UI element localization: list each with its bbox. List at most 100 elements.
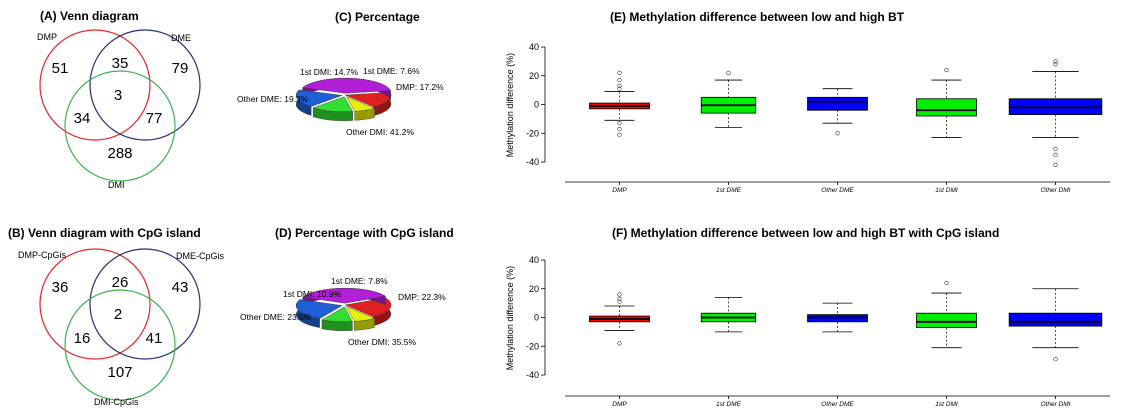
outlier-point	[835, 131, 840, 136]
outlier-point	[1053, 59, 1058, 64]
venn-a-label-3: DMI	[108, 180, 125, 190]
venn-diagram-a: DMP DME DMI 51 79 288 35 34 77 3	[37, 29, 201, 190]
panel-d-title: (D) Percentage with CpG island	[275, 226, 454, 240]
x-tick-label: 1st DME	[716, 187, 742, 194]
outlier-point	[617, 86, 622, 91]
x-tick-label: DMP	[612, 187, 627, 194]
y-tick-label: 20	[529, 284, 539, 294]
box-iqr	[916, 98, 977, 117]
pie-label-other-dme: Other DME: 19.3%	[237, 94, 309, 104]
box-iqr	[807, 96, 868, 111]
venn-a-only-dme: 79	[172, 60, 189, 77]
outlier-point	[1053, 62, 1058, 67]
venn-a-label-2: DME	[171, 33, 191, 43]
venn-b-circle-dmp	[39, 248, 151, 360]
outlier-point	[617, 77, 622, 83]
box-dmp	[589, 70, 650, 137]
venn-a-label-1: DMP	[37, 32, 57, 42]
boxplot-f: -40 -20 0 20 40 Methylation difference (%) DMP…	[505, 255, 1110, 408]
pie-slice-other-dmi	[302, 78, 391, 100]
pie-label-1st-dme: 1st DME: 7.8%	[331, 276, 388, 286]
x-tick-label: DMP	[612, 401, 627, 408]
pie-slice-other-dmi	[302, 288, 386, 307]
box-iqr	[916, 312, 977, 328]
box-1st-dme	[700, 70, 757, 128]
venn-b-label-2: DME-CpGis	[176, 251, 225, 261]
box-1st-dme	[700, 296, 757, 333]
pie-label-other-dmi: Other DMI: 35.5%	[348, 337, 416, 347]
outlier-point	[944, 67, 949, 73]
box-other-dmi	[1008, 59, 1103, 167]
pie-slice-1st-dmi	[312, 96, 354, 121]
outlier-point	[944, 280, 949, 286]
outlier-point	[617, 292, 622, 297]
venn-b-only-dmp: 36	[52, 279, 69, 296]
outlier-point	[617, 299, 622, 304]
x-tick-label: 1st DME	[716, 401, 742, 408]
box-other-dme	[807, 88, 868, 136]
outlier-point	[617, 83, 622, 88]
venn-b-label-3: DMI-CpGis	[94, 397, 139, 407]
pie-slice-1st-dme	[345, 96, 376, 121]
venn-a-circle-dme	[89, 29, 201, 141]
outlier-point	[617, 126, 622, 132]
outlier-point	[617, 132, 622, 137]
pie-slice-1st-dmi	[321, 306, 353, 331]
x-tick-label: Other DMI	[1041, 401, 1071, 408]
outlier-point	[726, 70, 731, 75]
venn-a-all: 3	[114, 87, 122, 104]
box-other-dme	[807, 302, 868, 333]
y-tick-label: -20	[526, 128, 539, 138]
panel-e-title: (E) Methylation difference between low a…	[610, 10, 905, 24]
box-dmp	[589, 292, 650, 346]
y-tick-label: -40	[526, 370, 539, 380]
pie-label-other-dme: Other DME: 23.5%	[240, 312, 312, 322]
pie-label-dmp: DMP: 17.2%	[396, 82, 444, 92]
venn-b-only-dmi: 107	[107, 364, 132, 381]
outlier-point	[617, 121, 622, 126]
venn-a-dmp-dme: 35	[112, 55, 129, 72]
venn-a-dme-dmi: 77	[146, 110, 163, 127]
x-tick-label: Other DMI	[1041, 187, 1071, 194]
pie-label-1st-dmi: 1st DMI: 10.9%	[283, 289, 342, 299]
pie-slice-other-dme	[295, 89, 343, 116]
venn-b-only-dme: 43	[172, 279, 189, 296]
y-axis-label: Methylation difference (%)	[505, 266, 515, 370]
pie-label-1st-dme: 1st DME: 7.6%	[363, 66, 420, 76]
outlier-point	[617, 296, 622, 301]
venn-b-label-1: DMP-CpGis	[18, 250, 67, 260]
y-tick-label: 40	[529, 42, 539, 52]
boxplot-e: -40 -20 0 20 40 Methylation difference (%) DMP…	[505, 42, 1110, 194]
panel-c-title: (C) Percentage	[335, 10, 420, 24]
outlier-point	[617, 341, 622, 346]
venn-a-only-dmi: 288	[107, 145, 132, 162]
venn-b-all: 2	[114, 306, 122, 323]
box-other-dmi	[1008, 288, 1103, 362]
outlier-point	[1053, 357, 1058, 362]
panel-b-title: (B) Venn diagram with CpG island	[8, 226, 201, 240]
venn-a-only-dmp: 51	[52, 60, 69, 77]
venn-a-circle-dmp	[39, 29, 151, 141]
panel-a-title: (A) Venn diagram	[40, 9, 139, 23]
pie-slice-other-dme	[295, 299, 343, 328]
pie-chart-d: DMP: 22.3% Other DMI: 35.5% Other DME: 23.…	[240, 276, 446, 347]
box-iqr	[1008, 312, 1103, 327]
y-tick-label: -20	[526, 341, 539, 351]
venn-a-dmp-dmi: 34	[74, 110, 91, 127]
outlier-point	[617, 70, 622, 75]
pie-label-other-dmi: Other DMI: 41.2%	[346, 127, 414, 137]
pie-slice-1st-dme	[345, 306, 376, 331]
x-tick-label: Other DME	[821, 401, 854, 408]
x-tick-label: 1st DMI	[935, 187, 958, 194]
y-tick-label: 40	[529, 255, 539, 265]
pie-chart-c: DMP: 17.2% Other DMI: 41.2% Other DME: 19.…	[237, 66, 444, 137]
y-tick-label: 0	[534, 313, 539, 323]
pie-label-1st-dmi: 1st DMI: 14.7%	[300, 67, 359, 77]
venn-a-circle-dmi	[64, 70, 176, 182]
outlier-point	[1053, 146, 1058, 152]
venn-diagram-b: DMP-CpGis DME-CpGis DMI-CpGis 36 43 107 …	[18, 248, 225, 407]
x-tick-label: 1st DMI	[935, 401, 958, 408]
venn-b-circle-dme	[89, 248, 201, 360]
venn-b-dmp-dmi: 16	[74, 330, 91, 347]
